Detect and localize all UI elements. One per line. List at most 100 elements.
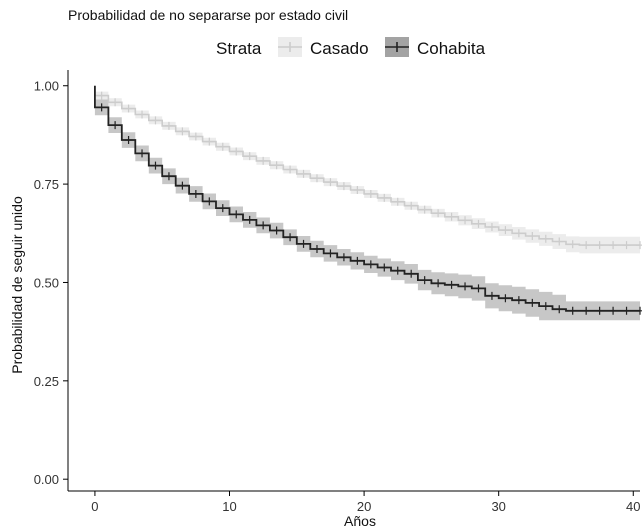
censor-mark-cohabita: [528, 298, 537, 307]
censor-mark-cohabita: [353, 256, 362, 265]
censor-mark-cohabita: [339, 253, 348, 262]
censor-mark-cohabita: [299, 239, 308, 248]
x-axis-label: Años: [344, 513, 376, 529]
censor-mark-casado: [138, 110, 147, 119]
censor-mark-cohabita: [514, 296, 523, 305]
series-line-casado: [94, 85, 640, 246]
censor-mark-casado: [124, 104, 133, 113]
censor-mark-casado: [461, 216, 470, 225]
x-tick-label: 10: [222, 499, 236, 514]
censor-mark-casado: [380, 193, 389, 202]
censor-mark-casado: [622, 241, 631, 250]
legend-key-line: [278, 42, 302, 52]
censor-mark-cohabita: [622, 306, 631, 315]
censor-mark-casado: [286, 165, 295, 174]
censor-mark-casado: [393, 197, 402, 206]
censor-mark-cohabita: [609, 306, 618, 315]
censor-mark-cohabita: [393, 266, 402, 275]
censor-mark-cohabita: [111, 121, 120, 130]
censor-mark-cohabita: [205, 197, 214, 206]
y-axis: 0.00 0.25 0.50 0.75 1.00 Probabilidad de seg…: [9, 70, 69, 491]
censor-mark-cohabita: [259, 221, 268, 230]
y-tick-label: 0.50: [34, 275, 59, 290]
y-tick-label: 0.00: [34, 472, 59, 487]
censor-mark-casado: [97, 91, 106, 100]
y-tick-label: 0.75: [34, 177, 59, 192]
censor-mark-casado: [111, 98, 120, 107]
censor-mark-cohabita: [97, 103, 106, 112]
censor-mark-casado: [245, 152, 254, 161]
censor-mark-cohabita: [461, 282, 470, 291]
censor-mark-cohabita: [555, 305, 564, 314]
censor-mark-cohabita: [474, 284, 483, 293]
censor-mark-cohabita: [407, 269, 416, 278]
censor-mark-cohabita: [541, 302, 550, 311]
censor-mark-casado: [434, 209, 443, 218]
censor-mark-cohabita: [636, 306, 642, 315]
x-axis: 0 10 20 30 40 Años: [68, 490, 641, 529]
x-tick-label: 20: [357, 499, 371, 514]
x-tick-label: 0: [91, 499, 98, 514]
censor-mark-cohabita: [326, 249, 335, 258]
censor-mark-casado: [326, 178, 335, 187]
censor-mark-casado: [636, 241, 642, 250]
censor-mark-casado: [541, 234, 550, 243]
censor-mark-casado: [353, 186, 362, 195]
confidence-band-casado: [94, 91, 640, 254]
censor-mark-cohabita: [447, 280, 456, 289]
censor-mark-casado: [555, 237, 564, 246]
censor-mark-casado: [218, 142, 227, 151]
chart-title: Probabilidad de no separarse por estado …: [68, 7, 348, 23]
censor-mark-casado: [299, 169, 308, 178]
censor-mark-cohabita: [380, 263, 389, 272]
censor-mark-cohabita: [151, 161, 160, 170]
censor-mark-cohabita: [164, 172, 173, 181]
censor-mark-casado: [568, 240, 577, 249]
censor-mark-casado: [191, 132, 200, 141]
censor-mark-cohabita: [138, 149, 147, 158]
censor-mark-cohabita: [218, 204, 227, 213]
censor-mark-casado: [232, 147, 241, 156]
legend: Strata Casado Cohabita: [216, 37, 486, 58]
censor-mark-cohabita: [232, 210, 241, 219]
censor-mark-casado: [609, 241, 618, 250]
censor-mark-cohabita: [582, 306, 591, 315]
legend-item-casado: Casado: [278, 37, 369, 58]
censor-mark-cohabita: [245, 215, 254, 224]
y-tick-label: 1.00: [34, 79, 59, 94]
legend-item-cohabita: Cohabita: [385, 37, 486, 58]
x-tick-label: 30: [491, 499, 505, 514]
censor-mark-casado: [366, 189, 375, 198]
censor-mark-casado: [528, 232, 537, 241]
censor-mark-casado: [272, 161, 281, 170]
legend-label: Cohabita: [417, 39, 486, 58]
x-tick-label: 40: [626, 499, 640, 514]
legend-key-line: [385, 42, 409, 52]
censor-mark-cohabita: [178, 181, 187, 190]
censor-mark-cohabita: [191, 189, 200, 198]
plot-area: [94, 85, 642, 321]
censor-mark-casado: [447, 212, 456, 221]
censor-mark-casado: [487, 222, 496, 231]
censor-mark-cohabita: [434, 279, 443, 288]
censor-mark-casado: [312, 174, 321, 183]
censor-mark-casado: [259, 156, 268, 165]
censor-mark-cohabita: [420, 276, 429, 285]
y-axis-label: Probabilidad de seguir unido: [9, 196, 25, 374]
censor-mark-casado: [178, 127, 187, 136]
censor-mark-casado: [205, 137, 214, 146]
censor-mark-casado: [582, 241, 591, 250]
censor-mark-casado: [501, 226, 510, 235]
censor-mark-cohabita: [286, 233, 295, 242]
censor-mark-cohabita: [568, 306, 577, 315]
censor-mark-casado: [407, 201, 416, 210]
censor-mark-casado: [474, 219, 483, 228]
censor-mark-cohabita: [272, 226, 281, 235]
censor-mark-casado: [151, 116, 160, 125]
censor-mark-casado: [595, 241, 604, 250]
censor-mark-cohabita: [312, 245, 321, 254]
censor-mark-casado: [420, 205, 429, 214]
censor-mark-cohabita: [595, 306, 604, 315]
censor-mark-cohabita: [124, 136, 133, 145]
